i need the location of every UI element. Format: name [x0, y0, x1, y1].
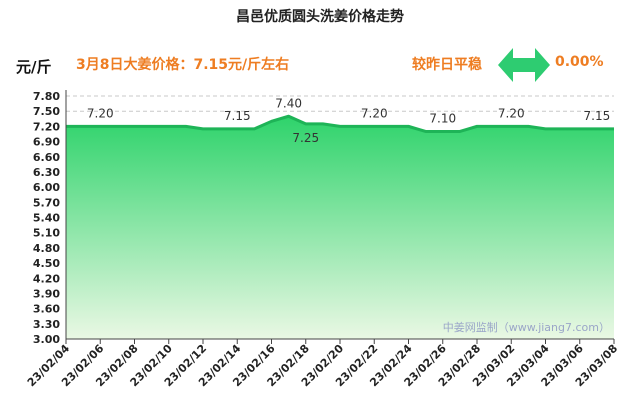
- data-label: 7.20: [498, 106, 525, 120]
- data-label: 7.25: [292, 131, 319, 145]
- y-tick-label: 6.00: [33, 181, 60, 194]
- y-tick-label: 4.50: [33, 257, 60, 270]
- double-arrow-horizontal-icon: [498, 48, 550, 82]
- data-label: 7.15: [584, 109, 611, 123]
- y-tick-label: 3.00: [33, 333, 60, 346]
- price-note: 3月8日大姜价格：7.15元/斤左右: [76, 57, 290, 73]
- compare-label: 较昨日平稳: [412, 57, 482, 73]
- arrow-shape: [498, 48, 550, 82]
- y-tick-label: 7.50: [33, 105, 60, 118]
- y-tick-label: 5.70: [33, 196, 60, 209]
- data-label: 7.40: [275, 96, 302, 110]
- y-tick-label: 6.90: [33, 136, 60, 149]
- y-tick-label: 7.20: [33, 120, 60, 133]
- change-value: 0.00%: [555, 54, 604, 70]
- y-tick-label: 3.60: [33, 303, 60, 316]
- y-axis-unit: 元/斤: [16, 58, 52, 76]
- series-line: [66, 114, 614, 133]
- data-label: 7.20: [87, 106, 114, 120]
- y-tick-label: 5.40: [33, 212, 60, 225]
- chart-title: 昌邑优质圆头洗姜价格走势: [236, 9, 404, 25]
- data-label: 7.10: [429, 111, 456, 125]
- area-fill: [66, 116, 614, 339]
- y-tick-label: 4.20: [33, 272, 60, 285]
- y-tick-label: 4.80: [33, 242, 60, 255]
- data-label: 7.20: [361, 106, 388, 120]
- y-tick-label: 6.30: [33, 166, 60, 179]
- y-tick-label: 7.80: [33, 90, 60, 103]
- watermark: 中姜网监制（www.jiang7.com）: [443, 320, 610, 334]
- data-label: 7.15: [224, 109, 251, 123]
- y-tick-label: 3.30: [33, 318, 60, 331]
- y-tick-label: 3.90: [33, 287, 60, 300]
- y-tick-label: 5.10: [33, 227, 60, 240]
- y-tick-label: 6.60: [33, 151, 60, 164]
